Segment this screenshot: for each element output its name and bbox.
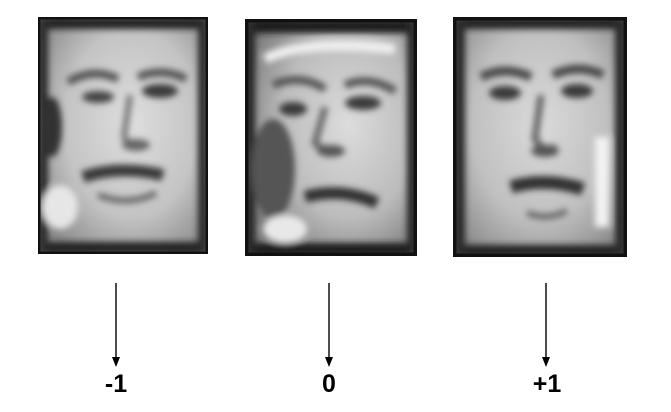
score-label-neutral: 0 (322, 370, 336, 398)
down-arrow-icon (541, 283, 551, 367)
down-arrow-icon (324, 283, 334, 367)
face-image-neutral (245, 19, 417, 256)
score-label-negative: -1 (104, 370, 128, 398)
face-photo-icon (453, 17, 627, 257)
face-photo-icon (245, 19, 417, 256)
face-image-positive (453, 17, 627, 257)
face-photo-icon (38, 17, 208, 254)
score-label-positive: +1 (532, 370, 562, 398)
face-image-negative (38, 17, 208, 254)
down-arrow-icon (111, 283, 121, 367)
